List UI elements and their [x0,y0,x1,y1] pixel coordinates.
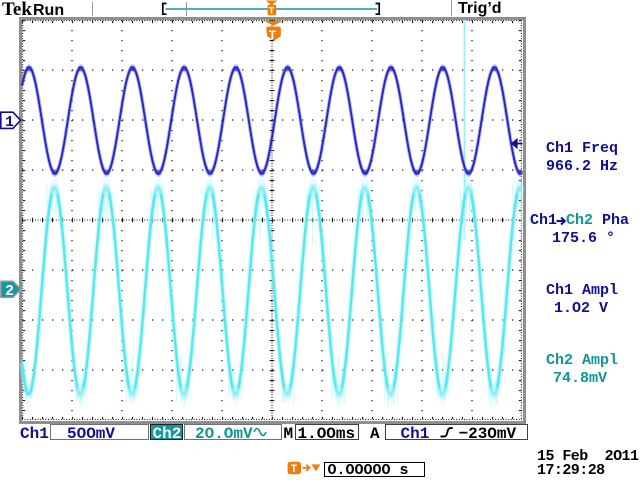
svg-text:1: 1 [5,114,14,131]
svg-text:T: T [269,29,277,43]
svg-text:2: 2 [5,283,14,300]
svg-text:T: T [291,464,298,476]
svg-text:T: T [269,6,275,17]
